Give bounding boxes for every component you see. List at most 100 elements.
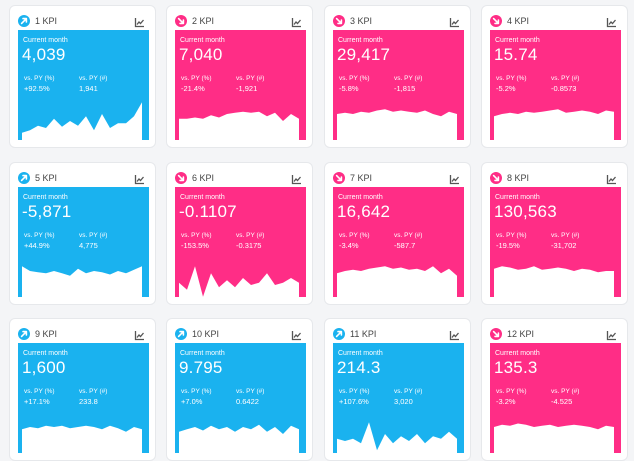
- vs-py-pct-label: vs. PY (%): [339, 388, 370, 395]
- arrow-down-right-icon: [490, 172, 502, 184]
- vs-py-abs-label: vs. PY (#): [394, 232, 423, 239]
- kpi-card-header: 3 KPI: [325, 6, 470, 34]
- vs-py-pct-label: vs. PY (%): [181, 75, 212, 82]
- line-chart-icon[interactable]: [134, 15, 145, 28]
- line-chart-icon[interactable]: [134, 328, 145, 341]
- kpi-card-header: 5 KPI: [10, 163, 155, 191]
- vs-py-pct-value: -3.4%: [339, 241, 359, 250]
- kpi-panel: Current month -0.1107 vs. PY (%) vs. PY …: [175, 187, 306, 299]
- line-chart-icon[interactable]: [291, 328, 302, 341]
- vs-py-pct-label: vs. PY (%): [181, 232, 212, 239]
- kpi-value: -5,871: [22, 202, 72, 221]
- line-chart-icon[interactable]: [134, 172, 145, 185]
- sparkline: [337, 266, 457, 299]
- sparkline-area: [22, 266, 142, 299]
- kpi-card-header: 9 KPI: [10, 319, 155, 347]
- kpi-value: 29,417: [337, 45, 391, 64]
- sparkline-area: [179, 111, 299, 142]
- vs-py-abs-value: -0.8573: [551, 84, 577, 93]
- arrow-down-right-icon: [333, 15, 345, 27]
- sparkline: [22, 425, 142, 455]
- kpi-card[interactable]: 12 KPI Current month 135.3 vs. PY (%) vs…: [481, 318, 628, 461]
- kpi-panel: Current month 9.795 vs. PY (%) vs. PY (#…: [175, 343, 306, 455]
- vs-py-pct-value: -3.2%: [496, 397, 516, 406]
- vs-py-abs-label: vs. PY (#): [551, 75, 580, 82]
- vs-py-pct-label: vs. PY (%): [496, 388, 527, 395]
- sparkline-area: [494, 266, 614, 299]
- current-month-label: Current month: [23, 194, 68, 201]
- current-month-label: Current month: [338, 37, 383, 44]
- vs-py-abs-label: vs. PY (#): [236, 388, 265, 395]
- vs-py-pct-label: vs. PY (%): [339, 75, 370, 82]
- vs-py-pct-value: -21.4%: [181, 84, 205, 93]
- arrow-down-right-icon: [175, 15, 187, 27]
- vs-py-abs-label: vs. PY (#): [236, 232, 265, 239]
- kpi-card[interactable]: 3 KPI Current month 29,417 vs. PY (%) vs…: [324, 5, 471, 148]
- vs-py-pct-value: -153.5%: [181, 241, 209, 250]
- sparkline: [22, 266, 142, 299]
- kpi-value: 4,039: [22, 45, 66, 64]
- vs-py-abs-value: 0.6422: [236, 397, 259, 406]
- kpi-card-header: 10 KPI: [167, 319, 312, 347]
- sparkline: [494, 109, 614, 142]
- kpi-value: 130,563: [494, 202, 557, 221]
- kpi-panel: Current month 15.74 vs. PY (%) vs. PY (#…: [490, 30, 621, 142]
- kpi-title: 1 KPI: [35, 16, 58, 26]
- kpi-card[interactable]: 5 KPI Current month -5,871 vs. PY (%) vs…: [9, 162, 156, 305]
- line-chart-icon[interactable]: [291, 172, 302, 185]
- kpi-card[interactable]: 8 KPI Current month 130,563 vs. PY (%) v…: [481, 162, 628, 305]
- arrow-down-right-icon: [490, 328, 502, 340]
- current-month-label: Current month: [180, 350, 225, 357]
- vs-py-abs-label: vs. PY (#): [236, 75, 265, 82]
- current-month-label: Current month: [495, 37, 540, 44]
- kpi-panel: Current month 4,039 vs. PY (%) vs. PY (#…: [18, 30, 149, 142]
- kpi-card[interactable]: 1 KPI Current month 4,039 vs. PY (%) vs.…: [9, 5, 156, 148]
- kpi-title: 9 KPI: [35, 329, 58, 339]
- sparkline: [337, 109, 457, 142]
- kpi-card[interactable]: 10 KPI Current month 9.795 vs. PY (%) vs…: [166, 318, 313, 461]
- line-chart-icon[interactable]: [606, 172, 617, 185]
- current-month-label: Current month: [180, 37, 225, 44]
- kpi-card[interactable]: 4 KPI Current month 15.74 vs. PY (%) vs.…: [481, 5, 628, 148]
- line-chart-icon[interactable]: [606, 15, 617, 28]
- line-chart-icon[interactable]: [606, 328, 617, 341]
- sparkline-area: [179, 424, 299, 455]
- vs-py-pct-value: +17.1%: [24, 397, 50, 406]
- vs-py-abs-value: -31,702: [551, 241, 577, 250]
- kpi-card-header: 1 KPI: [10, 6, 155, 34]
- sparkline: [179, 111, 299, 142]
- vs-py-pct-value: -19.5%: [496, 241, 520, 250]
- kpi-panel: Current month 29,417 vs. PY (%) vs. PY (…: [333, 30, 464, 142]
- arrow-up-right-icon: [18, 15, 30, 27]
- current-month-label: Current month: [338, 194, 383, 201]
- sparkline-area: [22, 425, 142, 455]
- vs-py-pct-value: +7.0%: [181, 397, 203, 406]
- line-chart-icon[interactable]: [449, 328, 460, 341]
- kpi-title: 7 KPI: [350, 173, 373, 183]
- vs-py-pct-label: vs. PY (%): [496, 75, 527, 82]
- arrow-up-right-icon: [18, 172, 30, 184]
- kpi-value: 9.795: [179, 358, 223, 377]
- kpi-card[interactable]: 6 KPI Current month -0.1107 vs. PY (%) v…: [166, 162, 313, 305]
- kpi-card[interactable]: 9 KPI Current month 1,600 vs. PY (%) vs.…: [9, 318, 156, 461]
- kpi-card[interactable]: 11 KPI Current month 214.3 vs. PY (%) vs…: [324, 318, 471, 461]
- arrow-down-right-icon: [490, 15, 502, 27]
- kpi-card-header: 8 KPI: [482, 163, 627, 191]
- line-chart-icon[interactable]: [449, 15, 460, 28]
- kpi-title: 12 KPI: [507, 329, 535, 339]
- kpi-value: 214.3: [337, 358, 381, 377]
- sparkline: [337, 422, 457, 455]
- line-chart-icon[interactable]: [291, 15, 302, 28]
- current-month-label: Current month: [23, 37, 68, 44]
- vs-py-abs-value: -1,815: [394, 84, 416, 93]
- arrow-down-right-icon: [175, 172, 187, 184]
- vs-py-pct-value: -5.8%: [339, 84, 359, 93]
- kpi-card[interactable]: 2 KPI Current month 7,040 vs. PY (%) vs.…: [166, 5, 313, 148]
- kpi-card-header: 6 KPI: [167, 163, 312, 191]
- kpi-card-header: 11 KPI: [325, 319, 470, 347]
- line-chart-icon[interactable]: [449, 172, 460, 185]
- current-month-label: Current month: [180, 194, 225, 201]
- kpi-card[interactable]: 7 KPI Current month 16,642 vs. PY (%) vs…: [324, 162, 471, 305]
- kpi-title: 11 KPI: [350, 329, 377, 339]
- kpi-value: 15.74: [494, 45, 538, 64]
